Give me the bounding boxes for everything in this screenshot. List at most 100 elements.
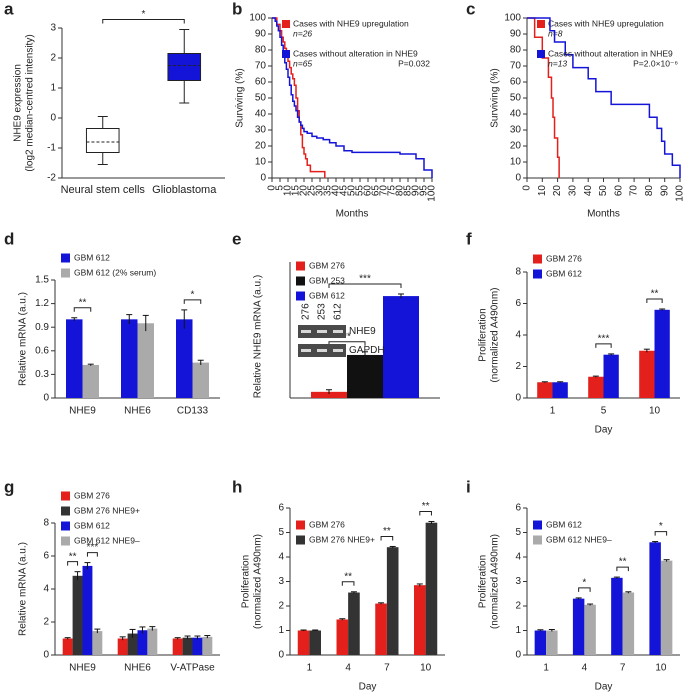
x-tick-label: V-ATPase <box>170 663 215 674</box>
y-tick-label: 3 <box>515 576 521 587</box>
panel-letter: b <box>232 0 242 18</box>
y-tick-label: -1 <box>47 143 56 154</box>
x-tick-label: 100 <box>427 185 438 202</box>
y-axis-label: (normalized A490nm) <box>490 534 501 629</box>
significance-label: ** <box>344 571 352 582</box>
bar <box>147 628 158 655</box>
y-tick-label: 80 <box>510 45 522 56</box>
y-tick-label: 50 <box>255 93 267 104</box>
bar <box>82 565 93 655</box>
legend-n: n=8 <box>548 28 563 38</box>
y-tick-label: 90 <box>255 29 267 40</box>
significance-label: * <box>142 9 146 20</box>
bar <box>572 598 585 655</box>
y-tick-label: 3 <box>278 576 284 587</box>
legend-label: Cases without alteration in NHE9 <box>293 48 418 58</box>
x-axis-label: Months <box>587 209 620 220</box>
band-label: NHE9 <box>349 326 376 337</box>
bar <box>311 391 347 398</box>
bar <box>137 630 148 655</box>
x-tick-label: 95 <box>419 185 430 197</box>
x-tick-label: 20 <box>552 185 563 197</box>
legend-label: GBM 612 (2% serum) <box>74 267 156 277</box>
legend-swatch <box>296 291 305 301</box>
y-tick-label: 60 <box>510 77 522 88</box>
legend-swatch <box>533 535 542 545</box>
significance-bracket <box>328 341 366 346</box>
x-tick-label: 5 <box>601 406 607 417</box>
y-tick-label: 0 <box>278 650 284 661</box>
significance-label: *** <box>598 334 610 345</box>
x-tick-label: 0 <box>267 185 278 191</box>
y-tick-label: 70 <box>510 61 522 72</box>
y-tick-label: 70 <box>255 61 267 72</box>
y-axis-label: (normalized A490nm) <box>253 534 264 629</box>
legend-swatch <box>61 536 70 546</box>
bar <box>336 619 349 655</box>
x-axis-label: Day <box>595 682 613 693</box>
significance-label: *** <box>87 542 99 553</box>
legend-label: GBM 276 <box>309 260 345 270</box>
x-tick-label: 7 <box>620 663 626 674</box>
bar <box>414 585 426 655</box>
legend-label: Cases with NHE9 upregulation <box>548 18 664 28</box>
legend-label: Cases without alteration in NHE9 <box>548 48 673 58</box>
x-tick-label: 85 <box>403 185 414 197</box>
y-tick-label: 2 <box>515 361 521 372</box>
x-tick-label: 7 <box>384 663 390 674</box>
y-tick-label: 0 <box>515 393 521 404</box>
y-tick-label: 0 <box>43 650 49 661</box>
x-tick-label: 100 <box>675 185 685 202</box>
significance-label: ** <box>651 289 659 300</box>
legend-swatch <box>282 20 290 28</box>
y-tick-label: 0 <box>43 393 49 404</box>
x-axis-label: Day <box>595 425 613 436</box>
y-tick-label: 60 <box>255 77 267 88</box>
gel-band <box>317 330 327 333</box>
survival-curve <box>272 17 433 178</box>
gel-band <box>301 349 311 352</box>
legend-swatch <box>533 520 542 530</box>
legend-label: GBM 612 <box>546 268 582 278</box>
y-tick-label: 50 <box>510 93 522 104</box>
bar <box>127 633 138 655</box>
x-tick-label: NHE6 <box>124 663 151 674</box>
bar <box>72 575 83 655</box>
bar <box>192 362 209 398</box>
legend-swatch <box>61 268 70 278</box>
y-axis-label: Relative NHE9 mRNA (a.u.) <box>253 275 264 398</box>
legend-swatch <box>296 520 305 530</box>
bar <box>92 631 103 655</box>
x-tick-label: 50 <box>598 185 609 197</box>
gel-band <box>333 330 343 333</box>
y-tick-label: 1.2 <box>35 298 49 309</box>
bar <box>386 547 399 655</box>
x-tick-label: 60 <box>613 185 624 197</box>
x-tick-label: 1 <box>550 406 556 417</box>
legend-swatch <box>533 254 542 264</box>
bar <box>588 376 604 398</box>
y-axis-label: Surviving (%) <box>235 68 246 127</box>
legend-label: GBM 612 NHE9– <box>74 535 140 545</box>
legend-n: n=65 <box>293 58 312 68</box>
y-tick-label: 40 <box>255 109 267 120</box>
legend-swatch <box>296 535 305 545</box>
legend-label: GBM 612 <box>74 520 110 530</box>
y-axis-label: Relative mRNA (a.u.) <box>18 542 29 636</box>
x-tick-label: 5 <box>275 185 286 191</box>
legend-swatch <box>282 50 290 58</box>
bar <box>622 592 635 655</box>
x-tick-label: 30 <box>315 185 326 197</box>
x-tick-label: Glioblastoma <box>152 184 217 196</box>
y-tick-label: 20 <box>255 141 267 152</box>
x-tick-label: 35 <box>323 185 334 197</box>
bar <box>176 319 193 398</box>
lane-label: 612 <box>333 303 344 320</box>
bar <box>375 603 387 655</box>
x-tick-label: 10 <box>537 185 548 197</box>
x-tick-label-box: Neural stem cells <box>61 184 145 196</box>
y-axis-label: Surviving (%) <box>490 68 501 127</box>
significance-bracket <box>183 299 202 304</box>
y-tick-label: 5 <box>515 527 521 538</box>
y-tick-label: 90 <box>510 29 522 40</box>
